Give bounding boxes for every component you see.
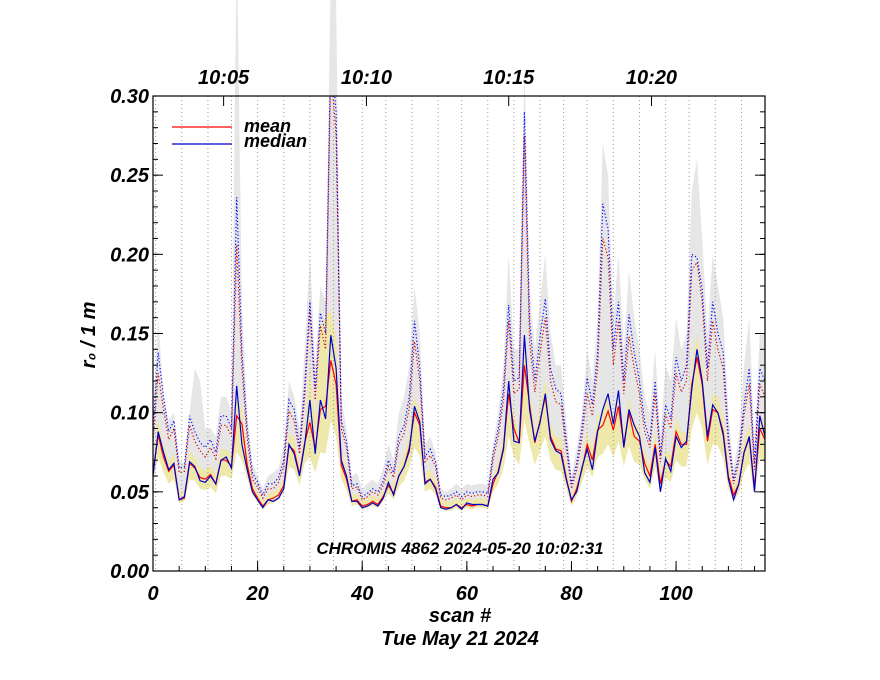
y-tick-label: 0.05 xyxy=(110,482,150,504)
y-axis-label: r₀ / 1 m xyxy=(78,302,100,369)
legend-mean-label: mean xyxy=(244,116,291,136)
x-tick-label: 40 xyxy=(350,583,373,605)
x-tick-label: 100 xyxy=(659,583,692,605)
series-line-median-high-quantile xyxy=(153,96,765,498)
legend-median-label: median xyxy=(244,131,307,151)
series-line-mean-high-quantile xyxy=(153,96,765,501)
axis-ticks: 0.00 0.05 0.10 0.15 0.20 0.25 0.30 0 20 40 60 80 100… xyxy=(110,67,765,605)
x-tick-label: 20 xyxy=(245,583,268,605)
y-tick-label: 0.00 xyxy=(110,561,149,583)
legend: mean median xyxy=(172,116,307,151)
y-tick-label: 0.15 xyxy=(110,324,150,346)
top-time-label: 10:05 xyxy=(198,67,250,89)
date-label: Tue May 21 2024 xyxy=(381,628,539,650)
x-tick-label: 0 xyxy=(147,583,158,605)
top-time-label: 10:20 xyxy=(626,67,677,89)
top-time-label: 10:10 xyxy=(341,67,392,89)
annotation-label: CHROMIS 4862 2024-05-20 10:02:31 xyxy=(316,539,603,558)
y-tick-label: 0.25 xyxy=(110,165,150,187)
x-axis-label: scan # xyxy=(429,605,492,627)
y-tick-label: 0.20 xyxy=(110,244,149,266)
series-line-median xyxy=(153,335,765,511)
y-tick-label: 0.30 xyxy=(110,86,149,108)
series-lines xyxy=(153,96,765,511)
yellow-quantile-band xyxy=(153,309,765,511)
x-tick-label: 80 xyxy=(560,583,582,605)
x-tick-label: 60 xyxy=(456,583,478,605)
top-time-label: 10:15 xyxy=(483,67,535,89)
y-tick-label: 0.10 xyxy=(110,403,149,425)
